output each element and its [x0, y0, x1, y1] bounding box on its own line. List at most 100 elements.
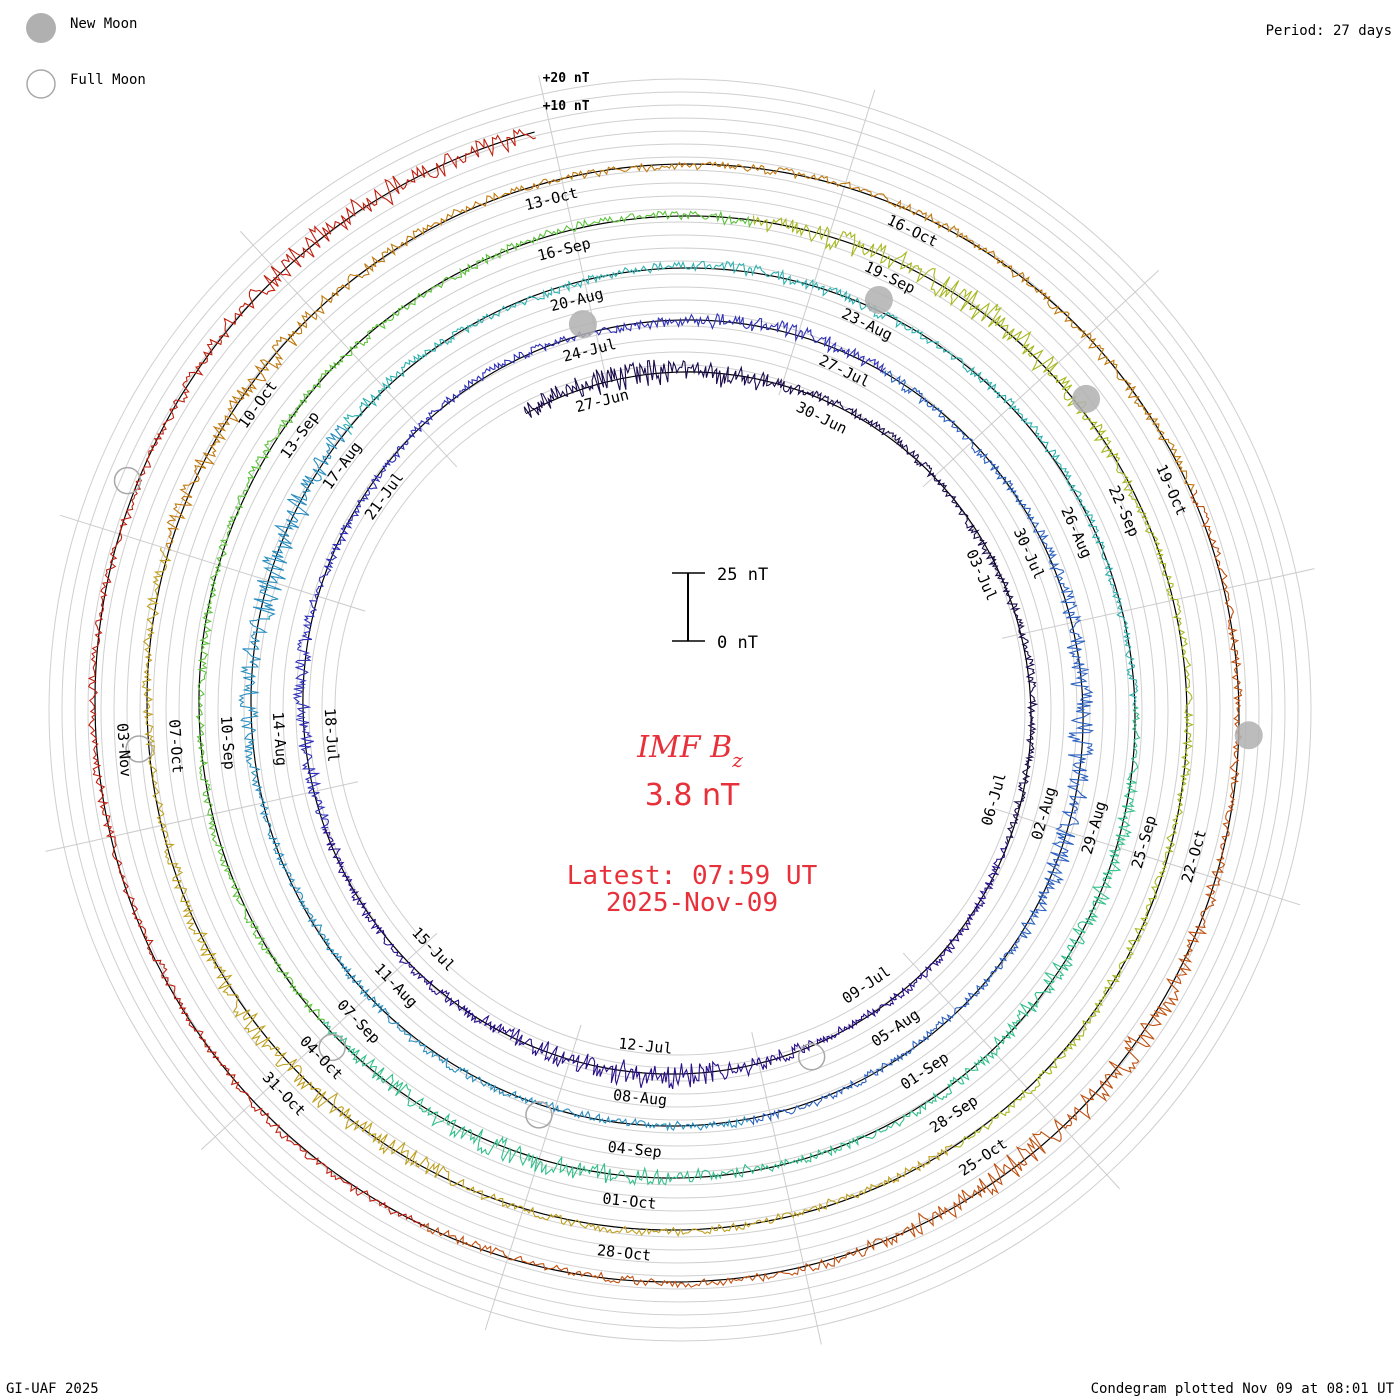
- imf-bz-trace-segment: [165, 161, 1195, 551]
- date-tick-label: 08-Aug: [612, 1086, 668, 1109]
- baseline-spiral: [94, 131, 1240, 1283]
- grid-circle: [126, 156, 1234, 1264]
- grid-circle: [217, 247, 1143, 1173]
- date-tick-label: 03-Nov: [113, 722, 135, 777]
- imf-bz-trace-segment: [195, 210, 753, 1021]
- grid-spoke: [751, 1031, 822, 1345]
- full-moon-legend-icon: [26, 69, 56, 99]
- date-tick-label: 29-Aug: [1078, 799, 1110, 856]
- grid-spoke: [45, 781, 359, 852]
- grid-circle: [230, 260, 1130, 1160]
- latest-date: 2025-Nov-09: [606, 888, 778, 918]
- imf-bz-trace-segment: [423, 489, 1243, 1289]
- grid-circle: [74, 104, 1286, 1316]
- grid-circle: [191, 221, 1169, 1199]
- footer-credit: GI-UAF 2025: [6, 1381, 99, 1397]
- date-tick-label: 04-Sep: [607, 1138, 663, 1161]
- grid-spoke: [922, 270, 1160, 488]
- date-tick-label: 13-Sep: [277, 408, 323, 462]
- new-moon-marker: [864, 285, 893, 314]
- grid-spoke: [538, 75, 609, 389]
- grid-circle: [152, 182, 1208, 1238]
- new-moon-marker: [568, 310, 597, 339]
- tick-layer: 27-Jun 30-Jun03-Jul06-Jul09-Jul12-Jul15-J…: [113, 184, 1210, 1265]
- grid-circle: [165, 195, 1195, 1225]
- date-tick-label: 30-Jun: [793, 398, 850, 438]
- imf-bz-trace-segment: [87, 128, 536, 1228]
- new-moon-marker: [1234, 721, 1263, 750]
- grid-circle: [256, 286, 1104, 1134]
- grid-spoke: [1001, 568, 1315, 639]
- date-tick-label: 18-Jul: [321, 707, 343, 762]
- date-tick-label: 26-Aug: [1057, 504, 1096, 561]
- imf-bz-trace-segment: [322, 705, 1141, 1187]
- chart-title-subscript: z: [731, 748, 743, 772]
- new-moon-legend-label: New Moon: [70, 16, 137, 32]
- grid-circle: [243, 273, 1117, 1147]
- date-tick-label: 28-Oct: [596, 1241, 652, 1264]
- imf-bz-trace-segment: [141, 547, 953, 1237]
- full-moon-legend-label: Full Moon: [70, 72, 146, 88]
- imf-bz-trace-segment: [342, 260, 1139, 706]
- date-tick-label: 01-Oct: [602, 1189, 658, 1212]
- grid-circle: [178, 208, 1182, 1212]
- reference-label-plus10: +10 nT: [543, 99, 590, 114]
- date-tick-label: 12-Jul: [618, 1034, 674, 1057]
- grid-circle: [204, 234, 1156, 1186]
- reference-label-plus20: +20 nT: [543, 71, 590, 86]
- date-tick-label: 03-Jul: [962, 547, 1001, 604]
- grid-spoke: [200, 932, 438, 1150]
- imf-bz-trace-segment: [292, 312, 886, 829]
- date-tick-label: 06-Jul: [978, 771, 1010, 828]
- date-tick-label: 07-Oct: [165, 719, 187, 774]
- current-value: 3.8 nT: [645, 778, 740, 813]
- date-tick-label: 21-Jul: [361, 469, 407, 523]
- grid-layer: [45, 75, 1315, 1345]
- chart-title-main: IMF B: [636, 730, 732, 765]
- full-moon-marker: [525, 1101, 553, 1129]
- date-tick-label: 19-Oct: [1152, 462, 1191, 519]
- new-moon-legend-icon: [26, 13, 56, 43]
- date-tick-label: 17-Aug: [319, 438, 365, 492]
- date-tick-label: 20-Aug: [548, 285, 605, 316]
- date-tick-label: 15-Jul: [408, 924, 459, 975]
- moon-legend: New Moon Full Moon: [26, 13, 146, 99]
- grid-circle: [48, 78, 1312, 1342]
- series-layer: [87, 128, 1243, 1289]
- grid-spoke: [902, 952, 1120, 1190]
- grid-circle: [321, 351, 1039, 1069]
- date-tick-label: 10-Oct: [235, 377, 281, 431]
- grid-spoke: [994, 808, 1301, 906]
- full-moon-marker: [113, 466, 142, 495]
- grid-circle: [87, 117, 1273, 1303]
- moon-layer: [113, 285, 1263, 1129]
- grid-circle: [282, 312, 1078, 1108]
- date-tick-label: 02-Aug: [1028, 785, 1060, 842]
- scale-bar-bottom-label: 0 nT: [717, 633, 758, 653]
- imf-bz-trace-segment: [238, 424, 750, 1132]
- grid-circle: [113, 143, 1247, 1277]
- full-moon-marker: [318, 1033, 346, 1062]
- period-label: Period: 27 days: [1265, 23, 1392, 39]
- imf-bz-trace-segment: [752, 215, 1194, 1148]
- latest-time: Latest: 07:59 UT: [567, 861, 818, 891]
- grid-spoke: [484, 1024, 582, 1331]
- grid-circle: [269, 299, 1091, 1121]
- full-moon-marker: [797, 1043, 826, 1071]
- chart-title: IMF Bz: [636, 730, 743, 772]
- grid-circle: [308, 338, 1052, 1082]
- date-tick-label: 25-Sep: [1128, 813, 1160, 870]
- grid-circle: [100, 130, 1260, 1290]
- scale-bar: 25 nT 0 nT: [672, 565, 768, 653]
- grid-circle: [61, 91, 1299, 1329]
- date-tick-label: 10-Sep: [217, 715, 239, 770]
- new-moon-marker: [1072, 384, 1101, 413]
- grid-circle: [295, 325, 1065, 1095]
- date-tick-label: 16-Sep: [536, 234, 593, 265]
- imf-bz-trace-segment: [523, 359, 1039, 843]
- grid-circle: [139, 169, 1221, 1251]
- full-moon-marker: [125, 735, 153, 763]
- grid-circle: [334, 364, 1026, 1056]
- footer-plotted-time: Condegram plotted Nov 09 at 08:01 UT: [1090, 1381, 1394, 1397]
